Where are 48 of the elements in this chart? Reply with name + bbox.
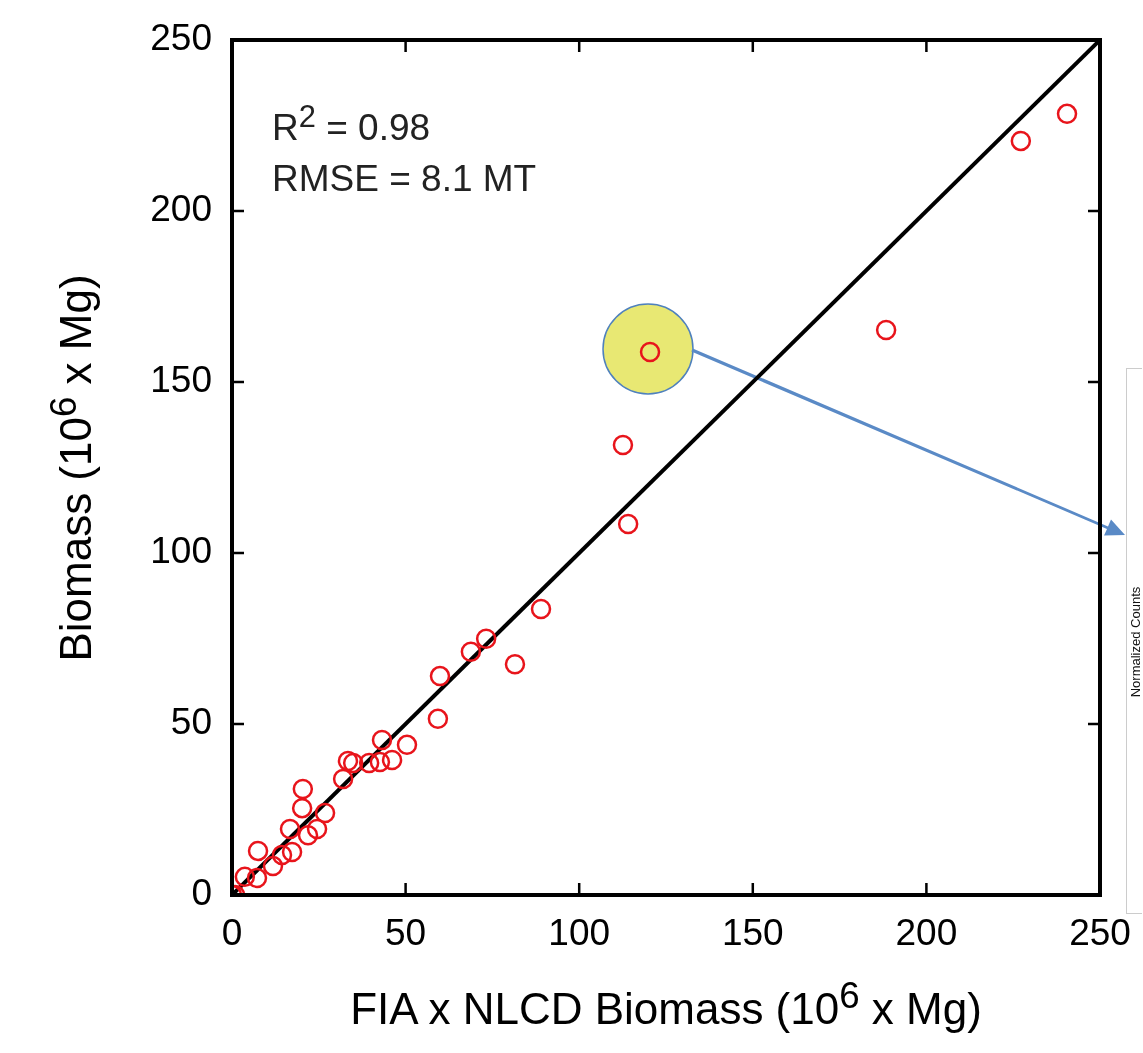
point xyxy=(396,734,418,756)
point xyxy=(1056,103,1078,125)
x-axis-title: FIA x NLCD Biomass (10$^{6}$ x Mg) xyxy=(350,975,982,1034)
point xyxy=(429,665,451,687)
point xyxy=(1010,130,1032,152)
panel-frame: Normalized Counts xyxy=(1126,368,1142,914)
point xyxy=(337,750,359,772)
point xyxy=(247,840,269,862)
x-tick-label: 0 xyxy=(221,912,243,954)
y-tick-label: 250 xyxy=(150,17,212,59)
point xyxy=(427,708,449,730)
point xyxy=(342,752,364,774)
point xyxy=(291,797,313,819)
x-tick-label: 150 xyxy=(721,912,784,954)
annotation: R$^{2}$ = 0.98 xyxy=(272,99,431,149)
point xyxy=(530,598,552,620)
point xyxy=(271,844,293,866)
point xyxy=(504,653,526,675)
point xyxy=(279,818,301,840)
y-tick-label: 200 xyxy=(150,188,212,230)
x-tick-label: 50 xyxy=(385,912,427,954)
y-tick-label: 150 xyxy=(150,359,212,401)
x-tick-label: 100 xyxy=(548,912,611,954)
point xyxy=(297,824,319,846)
point xyxy=(246,867,268,889)
point xyxy=(262,855,284,877)
y-tick-label: 100 xyxy=(150,530,212,572)
point xyxy=(475,628,497,650)
point xyxy=(369,751,391,773)
point xyxy=(358,752,380,774)
point xyxy=(292,778,314,800)
point xyxy=(314,802,336,824)
point xyxy=(306,818,328,840)
point xyxy=(281,841,303,863)
point xyxy=(371,729,393,751)
x-tick-label: 250 xyxy=(1069,912,1131,954)
point xyxy=(460,641,482,663)
point xyxy=(234,866,256,888)
point xyxy=(875,319,897,341)
point xyxy=(612,434,634,456)
point xyxy=(332,768,354,790)
x-tick-label: 200 xyxy=(895,912,958,954)
point xyxy=(617,513,639,535)
annotation: RMSE = 8.1 MT xyxy=(272,158,537,199)
point xyxy=(639,341,661,363)
point xyxy=(381,749,403,771)
y-tick-label: 0 xyxy=(191,872,212,914)
y-tick-label: 50 xyxy=(170,701,212,743)
